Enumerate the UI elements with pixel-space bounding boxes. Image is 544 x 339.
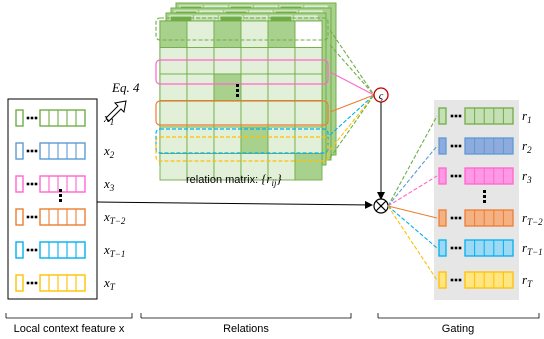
input-to-multiply-line: [96, 200, 373, 209]
eq-label: Eq. 4: [111, 80, 140, 95]
gating-connector-line: [387, 205, 438, 281]
gating-output-labels: r1 r2 r3 rT−2 rT−1 rT: [522, 108, 543, 289]
gating-output-row: [438, 239, 514, 257]
connector-line: [329, 94, 375, 113]
gating-vertical-ellipsis: [483, 190, 486, 203]
gating-connector-line: [387, 205, 438, 219]
input-feature-label: x3: [103, 176, 115, 193]
input-feature-row: [15, 208, 86, 226]
gating-connector-line: [387, 205, 438, 249]
matrix-ellipsis-dot: [236, 89, 239, 92]
input-feature-row: [15, 274, 86, 292]
gating-output-row: [438, 271, 514, 289]
gating-connector-line: [387, 115, 438, 207]
relation-matrix-label: relation matrix: {rij}: [186, 171, 282, 188]
input-feature-label: xT−1: [103, 242, 125, 259]
section-brace-relations: [140, 313, 352, 319]
gating-output-label: rT−1: [522, 240, 543, 257]
section-label-relations: Relations: [223, 323, 269, 335]
gating-output-label: r3: [522, 168, 532, 185]
matrix-ellipsis-dot: [236, 94, 239, 97]
sigma-icon: ς: [379, 90, 384, 102]
local-feature-panel: [7, 98, 98, 300]
connector-line: [329, 94, 375, 159]
multiply-to-output-connectors: [387, 115, 438, 281]
input-feature-label: xT−2: [103, 209, 126, 226]
gating-output-row: [438, 167, 514, 185]
eq-arrow-icon: [105, 100, 127, 122]
gating-output-row: [438, 209, 514, 227]
gating-output-rows: [438, 107, 514, 289]
connector-line: [329, 94, 375, 136]
section-brace-gating: [377, 313, 540, 319]
gating-connector-line: [387, 145, 438, 207]
input-feature-label: x2: [103, 143, 115, 160]
input-feature-row: [15, 175, 86, 193]
section-label-gating: Gating: [442, 323, 474, 335]
gating-output-label: r1: [522, 108, 532, 125]
input-vertical-ellipsis: [59, 189, 62, 202]
input-feature-rows: [15, 109, 86, 292]
input-feature-row: [15, 142, 86, 160]
input-feature-row: [15, 241, 86, 259]
matrix-to-sigma-connectors: [329, 29, 375, 159]
gating-output-label: r2: [522, 138, 532, 155]
input-feature-labels: x1x2x3xT−2xT−1xT: [103, 110, 126, 292]
gating-output-label: rT: [522, 272, 533, 289]
gating-panel: [434, 100, 519, 300]
gating-output-row: [438, 107, 514, 125]
section-label-local: Local context feature x: [14, 323, 125, 335]
section-brace-local: [5, 313, 133, 319]
connector-line: [329, 29, 375, 96]
input-feature-label: xT: [103, 275, 116, 292]
matrix-front-layer: [155, 17, 329, 181]
connector-line: [329, 44, 375, 96]
gating-connector-line: [387, 175, 438, 207]
matrix-ellipsis-dot: [236, 84, 239, 87]
gating-output-label: rT−2: [522, 210, 543, 227]
connector-line: [329, 71, 375, 96]
relation-matrix: [155, 2, 337, 181]
gating-output-row: [438, 137, 514, 155]
input-feature-row: [15, 109, 86, 127]
